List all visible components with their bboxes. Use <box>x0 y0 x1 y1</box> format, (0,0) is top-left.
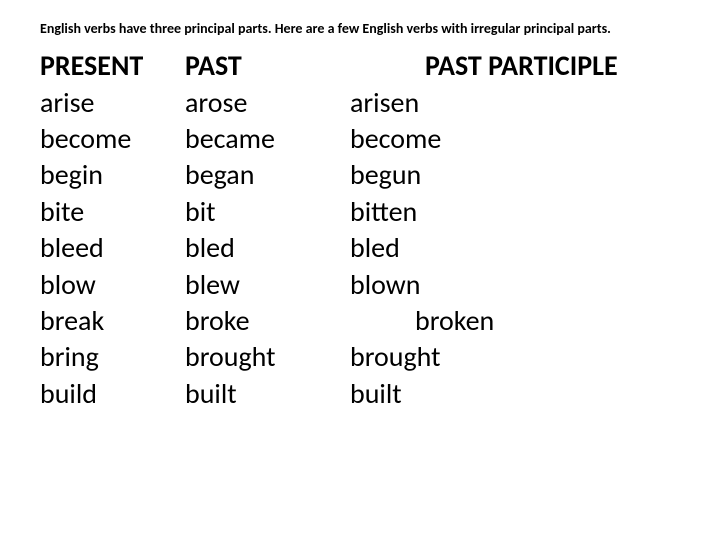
cell-present-5: blow <box>40 267 185 303</box>
cell-past-4: bled <box>185 230 350 266</box>
column-present: PRESENT arise become begin bite bleed bl… <box>40 48 185 412</box>
cell-past-2: began <box>185 157 350 193</box>
cell-present-6: break <box>40 303 185 339</box>
cell-participle-7: brought <box>350 339 680 375</box>
cell-present-3: bite <box>40 194 185 230</box>
header-participle: PAST PARTICIPLE <box>350 48 680 84</box>
intro-text: English verbs have three principal parts… <box>40 20 680 38</box>
cell-participle-6: broken <box>350 303 680 339</box>
cell-participle-4: bled <box>350 230 680 266</box>
cell-past-3: bit <box>185 194 350 230</box>
verb-table: PRESENT arise become begin bite bleed bl… <box>40 48 680 412</box>
cell-past-1: became <box>185 121 350 157</box>
column-past: PAST arose became began bit bled blew br… <box>185 48 350 412</box>
cell-past-0: arose <box>185 85 350 121</box>
cell-past-8: built <box>185 376 350 412</box>
column-participle: PAST PARTICIPLE arisen become begun bitt… <box>350 48 680 412</box>
cell-present-8: build <box>40 376 185 412</box>
cell-participle-8: built <box>350 376 680 412</box>
cell-participle-5: blown <box>350 267 680 303</box>
cell-present-4: bleed <box>40 230 185 266</box>
cell-present-2: begin <box>40 157 185 193</box>
cell-participle-1: become <box>350 121 680 157</box>
cell-participle-2: begun <box>350 157 680 193</box>
cell-past-7: brought <box>185 339 350 375</box>
cell-present-7: bring <box>40 339 185 375</box>
cell-participle-0: arisen <box>350 85 680 121</box>
cell-present-1: become <box>40 121 185 157</box>
cell-past-5: blew <box>185 267 350 303</box>
cell-present-0: arise <box>40 85 185 121</box>
cell-participle-3: bitten <box>350 194 680 230</box>
cell-past-6: broke <box>185 303 350 339</box>
header-past: PAST <box>185 48 350 84</box>
header-present: PRESENT <box>40 48 185 84</box>
